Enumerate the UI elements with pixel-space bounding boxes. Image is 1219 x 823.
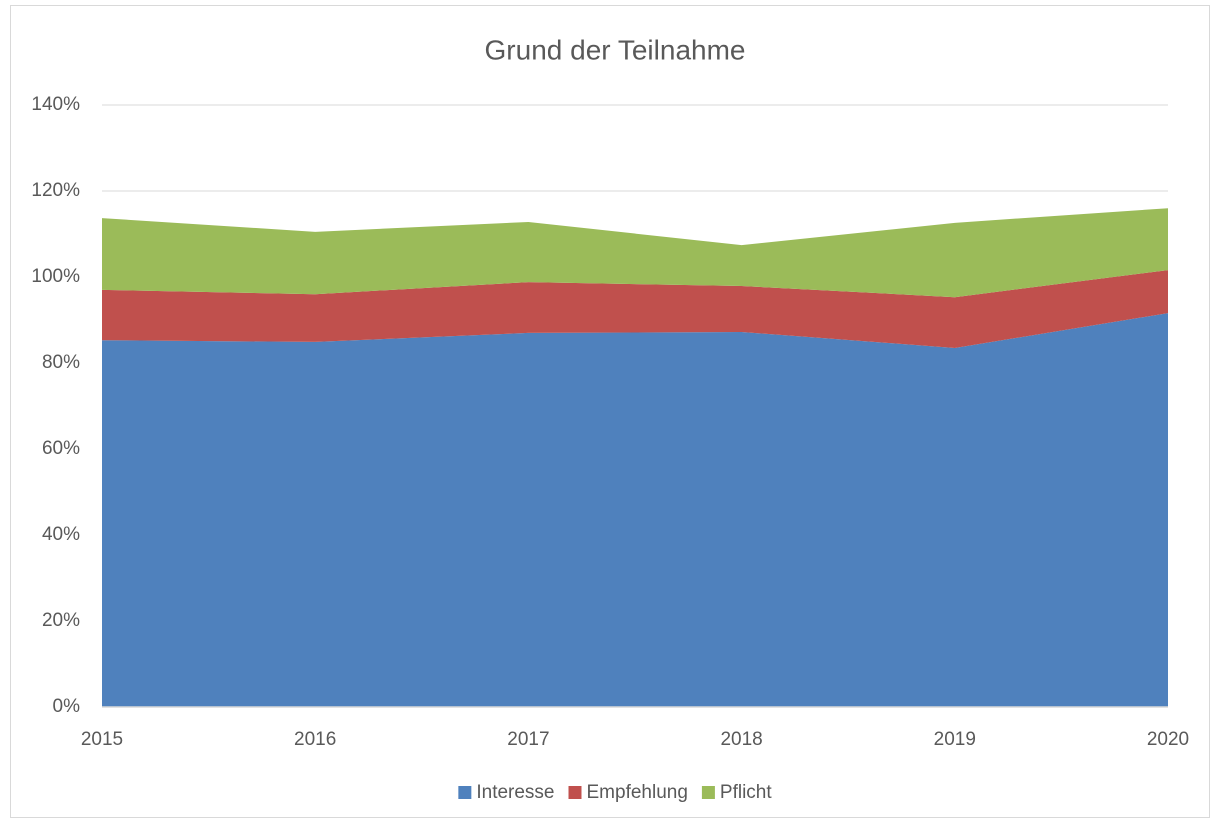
legend-swatch [458,786,472,799]
y-tick-label: 120% [31,180,80,201]
legend-swatch [701,786,715,799]
y-tick-label: 100% [31,266,80,287]
x-tick-label: 2017 [507,729,549,750]
x-tick-label: 2018 [720,729,762,750]
y-tick-label: 140% [31,94,80,115]
legend: Interesse Empfehlung Pflicht [458,782,772,803]
area [102,313,1168,707]
x-tick-label: 2020 [1147,729,1189,750]
y-tick-label: 40% [42,524,80,545]
area [102,208,1168,298]
x-tick-label: 2016 [294,729,336,750]
y-tick-label: 80% [42,352,80,373]
x-tick-label: 2019 [934,729,976,750]
legend-label: Interesse [476,782,554,803]
y-tick-label: 0% [53,696,81,717]
legend-label: Pflicht [720,782,772,803]
legend-swatch [568,786,582,799]
y-tick-label: 20% [42,610,80,631]
legend-label: Empfehlung [587,782,688,803]
area [102,270,1168,348]
chart-title: Grund der Teilnahme [485,34,746,65]
y-tick-label: 60% [42,438,80,459]
x-tick-label: 2015 [81,729,123,750]
